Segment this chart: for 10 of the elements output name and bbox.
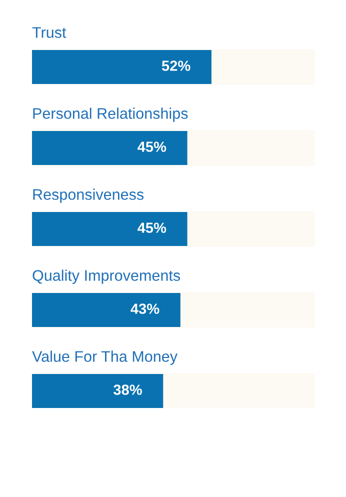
- data-label: 43%: [130, 304, 160, 314]
- data-label: 45%: [138, 142, 166, 152]
- y-tick-label: Trust: [32, 27, 66, 38]
- y-tick-label: Value For Tha Money: [32, 350, 178, 365]
- data-label: 52%: [162, 60, 190, 71]
- y-tick-label: Responsiveness: [33, 188, 144, 203]
- y-tick-label: Personal Relationships: [33, 108, 188, 122]
- y-tick-label: Quality Improvements: [32, 270, 180, 284]
- data-label: 45%: [138, 222, 166, 233]
- data-label: 38%: [113, 384, 142, 395]
